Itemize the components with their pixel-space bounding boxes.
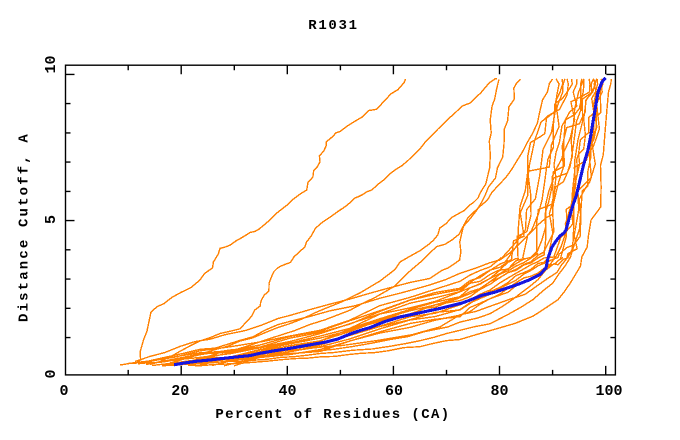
svg-text:100: 100	[595, 383, 622, 400]
svg-text:Percent of Residues (CA): Percent of Residues (CA)	[215, 407, 450, 423]
svg-text:10: 10	[43, 55, 60, 73]
svg-text:0: 0	[43, 369, 60, 378]
svg-text:Distance Cutoff, A: Distance Cutoff, A	[17, 132, 33, 322]
svg-text:60: 60	[385, 383, 403, 400]
svg-text:40: 40	[278, 383, 296, 400]
svg-text:5: 5	[43, 215, 60, 224]
svg-text:0: 0	[59, 383, 68, 400]
svg-text:80: 80	[490, 383, 508, 400]
svg-text:20: 20	[171, 383, 189, 400]
svg-text:R1031: R1031	[308, 18, 359, 34]
